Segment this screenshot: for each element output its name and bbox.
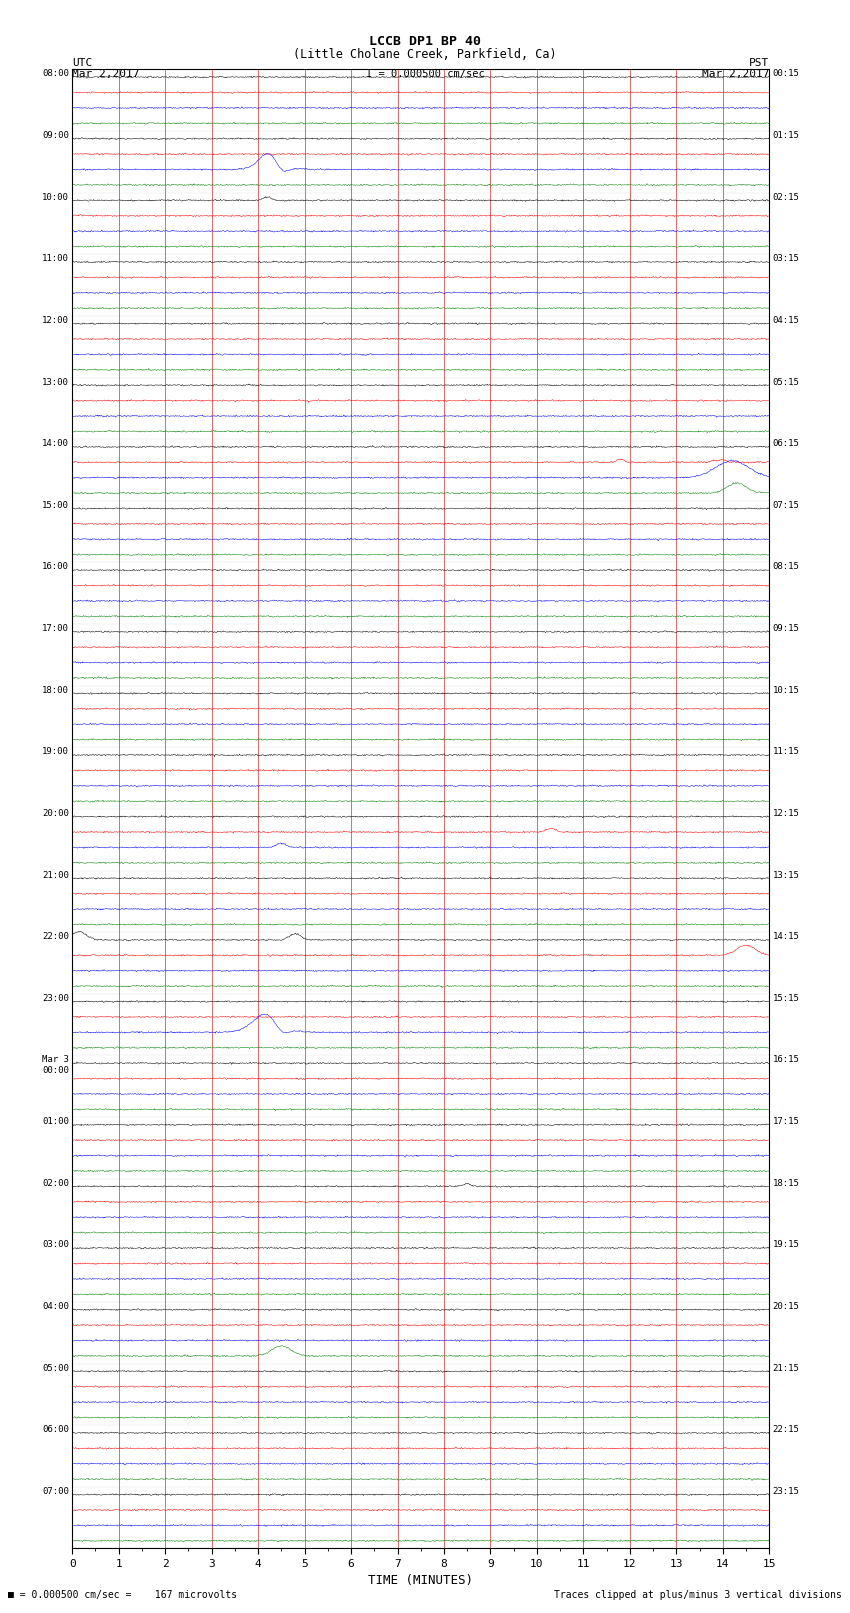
- Text: 14:00: 14:00: [42, 439, 69, 448]
- Text: (Little Cholane Creek, Parkfield, Ca): (Little Cholane Creek, Parkfield, Ca): [293, 47, 557, 61]
- Text: Traces clipped at plus/minus 3 vertical divisions: Traces clipped at plus/minus 3 vertical …: [553, 1590, 842, 1600]
- Text: 13:15: 13:15: [773, 871, 800, 879]
- Text: ■ = 0.000500 cm/sec =    167 microvolts: ■ = 0.000500 cm/sec = 167 microvolts: [8, 1590, 238, 1600]
- Text: 19:00: 19:00: [42, 747, 69, 756]
- Text: 19:15: 19:15: [773, 1240, 800, 1250]
- Text: 20:15: 20:15: [773, 1302, 800, 1311]
- Text: Mar 3
00:00: Mar 3 00:00: [42, 1055, 69, 1074]
- Text: 21:00: 21:00: [42, 871, 69, 879]
- Text: 08:15: 08:15: [773, 563, 800, 571]
- Text: 15:15: 15:15: [773, 994, 800, 1003]
- Text: 18:00: 18:00: [42, 686, 69, 695]
- Text: 18:15: 18:15: [773, 1179, 800, 1187]
- Text: 22:00: 22:00: [42, 932, 69, 940]
- Text: Mar 2,2017: Mar 2,2017: [702, 69, 769, 79]
- Text: 09:15: 09:15: [773, 624, 800, 632]
- Text: 03:00: 03:00: [42, 1240, 69, 1250]
- Text: 06:15: 06:15: [773, 439, 800, 448]
- Text: 02:15: 02:15: [773, 192, 800, 202]
- Text: 03:15: 03:15: [773, 255, 800, 263]
- Text: UTC: UTC: [72, 58, 93, 68]
- Text: 11:00: 11:00: [42, 255, 69, 263]
- Text: 12:00: 12:00: [42, 316, 69, 324]
- Text: 04:15: 04:15: [773, 316, 800, 324]
- Text: 00:15: 00:15: [773, 69, 800, 79]
- Text: 05:00: 05:00: [42, 1363, 69, 1373]
- Text: 11:15: 11:15: [773, 747, 800, 756]
- X-axis label: TIME (MINUTES): TIME (MINUTES): [368, 1574, 473, 1587]
- Text: 06:00: 06:00: [42, 1426, 69, 1434]
- Text: 10:15: 10:15: [773, 686, 800, 695]
- Text: 05:15: 05:15: [773, 377, 800, 387]
- Text: 16:15: 16:15: [773, 1055, 800, 1065]
- Text: 17:15: 17:15: [773, 1118, 800, 1126]
- Text: 08:00: 08:00: [42, 69, 69, 79]
- Text: 17:00: 17:00: [42, 624, 69, 632]
- Text: 01:15: 01:15: [773, 131, 800, 140]
- Text: 04:00: 04:00: [42, 1302, 69, 1311]
- Text: 12:15: 12:15: [773, 810, 800, 818]
- Text: 09:00: 09:00: [42, 131, 69, 140]
- Text: 16:00: 16:00: [42, 563, 69, 571]
- Text: Mar 2,2017: Mar 2,2017: [72, 69, 139, 79]
- Text: PST: PST: [749, 58, 769, 68]
- Text: 20:00: 20:00: [42, 810, 69, 818]
- Text: 21:15: 21:15: [773, 1363, 800, 1373]
- Text: 01:00: 01:00: [42, 1118, 69, 1126]
- Text: 14:15: 14:15: [773, 932, 800, 940]
- Text: 10:00: 10:00: [42, 192, 69, 202]
- Text: 07:00: 07:00: [42, 1487, 69, 1495]
- Text: 23:15: 23:15: [773, 1487, 800, 1495]
- Text: I = 0.000500 cm/sec: I = 0.000500 cm/sec: [366, 69, 484, 79]
- Text: LCCB DP1 BP 40: LCCB DP1 BP 40: [369, 35, 481, 48]
- Text: 22:15: 22:15: [773, 1426, 800, 1434]
- Text: 02:00: 02:00: [42, 1179, 69, 1187]
- Text: 13:00: 13:00: [42, 377, 69, 387]
- Text: 23:00: 23:00: [42, 994, 69, 1003]
- Text: 15:00: 15:00: [42, 500, 69, 510]
- Text: 07:15: 07:15: [773, 500, 800, 510]
